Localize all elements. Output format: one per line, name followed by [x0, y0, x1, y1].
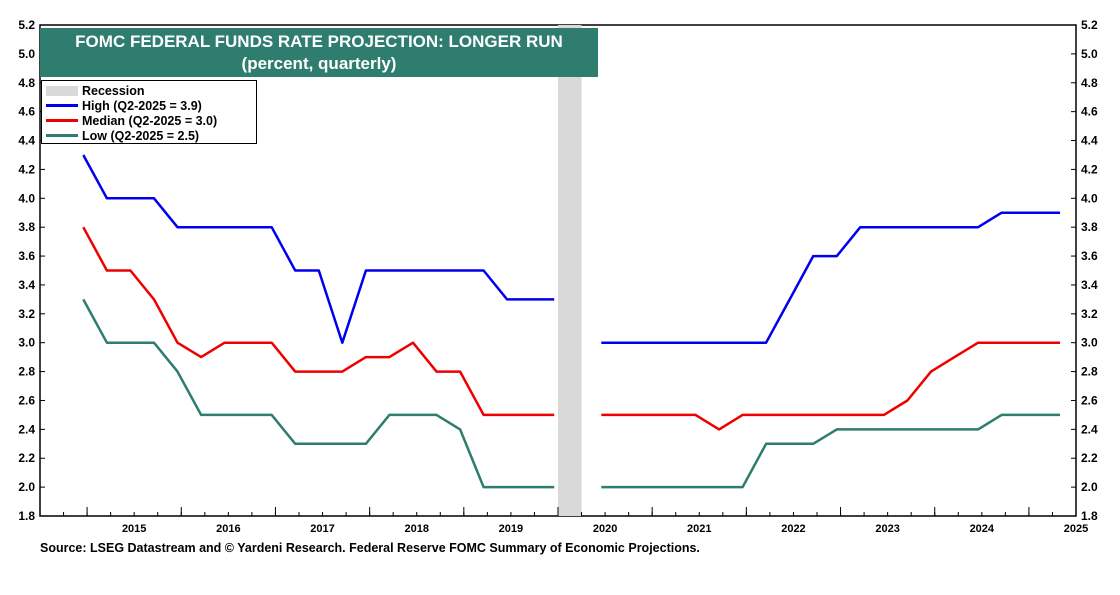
x-tick-label: 2022	[781, 523, 805, 535]
y-tick-label-right: 2.4	[1081, 422, 1098, 436]
y-tick-label-right: 3.2	[1081, 307, 1098, 321]
y-tick-label-left: 4.6	[18, 105, 35, 119]
recession-band	[558, 25, 582, 516]
y-tick-label-left: 4.0	[18, 191, 35, 205]
x-tick-label: 2024	[970, 523, 995, 535]
y-tick-label-left: 2.4	[18, 422, 35, 436]
x-tick-label: 2023	[875, 523, 899, 535]
y-tick-label-left: 2.0	[18, 480, 35, 494]
x-tick-label: 2019	[499, 523, 523, 535]
y-tick-label-left: 5.0	[18, 47, 35, 61]
legend-label-low: Low (Q2-2025 = 2.5)	[82, 128, 200, 143]
x-tick-label: 2017	[310, 523, 334, 535]
y-tick-label-right: 1.8	[1081, 509, 1098, 523]
y-tick-label-right: 4.4	[1081, 134, 1098, 148]
source-note: Source: LSEG Datastream and © Yardeni Re…	[40, 541, 700, 555]
legend-label-high: High (Q2-2025 = 3.9)	[82, 98, 202, 113]
legend: Recession High (Q2-2025 = 3.9) Median (Q…	[41, 80, 257, 144]
legend-item-median: Median (Q2-2025 = 3.0)	[46, 113, 217, 128]
chart-title-line1: FOMC FEDERAL FUNDS RATE PROJECTION: LONG…	[75, 32, 563, 51]
y-tick-label-right: 4.8	[1081, 76, 1098, 90]
y-tick-label-right: 4.2	[1081, 162, 1098, 176]
chart-title: FOMC FEDERAL FUNDS RATE PROJECTION: LONG…	[40, 28, 598, 77]
y-tick-label-right: 4.0	[1081, 191, 1098, 205]
chart-subtitle: (percent, quarterly)	[241, 54, 397, 73]
high-swatch	[46, 104, 78, 107]
recession-swatch	[46, 85, 78, 96]
legend-item-high: High (Q2-2025 = 3.9)	[46, 98, 202, 113]
x-tick-label: 2018	[404, 523, 428, 535]
y-tick-label-left: 3.0	[18, 336, 35, 350]
y-tick-label-left: 3.2	[18, 307, 35, 321]
legend-label-recession: Recession	[82, 83, 145, 98]
x-tick-label: 2021	[687, 523, 711, 535]
legend-item-recession: Recession	[46, 83, 145, 98]
y-tick-label-left: 3.8	[18, 220, 35, 234]
y-tick-label-right: 5.0	[1081, 47, 1098, 61]
series-line-low	[82, 298, 1060, 489]
y-tick-label-left: 3.4	[18, 278, 35, 292]
y-tick-label-left: 2.8	[18, 365, 35, 379]
y-tick-label-right: 3.0	[1081, 336, 1098, 350]
series-line-high	[82, 154, 1060, 344]
series-line-median	[82, 226, 1060, 431]
y-tick-label-left: 1.8	[18, 509, 35, 523]
y-tick-label-right: 2.2	[1081, 451, 1098, 465]
x-tick-label: 2025	[1064, 523, 1088, 535]
y-tick-label-left: 4.8	[18, 76, 35, 90]
y-tick-label-left: 3.6	[18, 249, 35, 263]
y-tick-label-right: 5.2	[1081, 18, 1098, 32]
y-tick-label-right: 3.8	[1081, 220, 1098, 234]
y-tick-label-right: 2.8	[1081, 365, 1098, 379]
y-tick-label-right: 2.6	[1081, 393, 1098, 407]
x-tick-label: 2015	[122, 523, 146, 535]
x-tick-label: 2016	[216, 523, 240, 535]
legend-label-median: Median (Q2-2025 = 3.0)	[82, 113, 218, 128]
y-tick-label-left: 4.2	[18, 162, 35, 176]
y-tick-label-right: 2.0	[1081, 480, 1098, 494]
low-swatch	[46, 134, 78, 137]
y-tick-label-right: 3.6	[1081, 249, 1098, 263]
x-tick-label: 2020	[593, 523, 617, 535]
y-tick-label-left: 5.2	[18, 18, 35, 32]
y-tick-label-right: 4.6	[1081, 105, 1098, 119]
median-swatch	[46, 119, 78, 122]
y-tick-label-left: 2.6	[18, 393, 35, 407]
y-tick-label-left: 4.4	[18, 134, 35, 148]
y-tick-label-left: 2.2	[18, 451, 35, 465]
legend-item-low: Low (Q2-2025 = 2.5)	[46, 128, 199, 143]
y-tick-label-right: 3.4	[1081, 278, 1098, 292]
